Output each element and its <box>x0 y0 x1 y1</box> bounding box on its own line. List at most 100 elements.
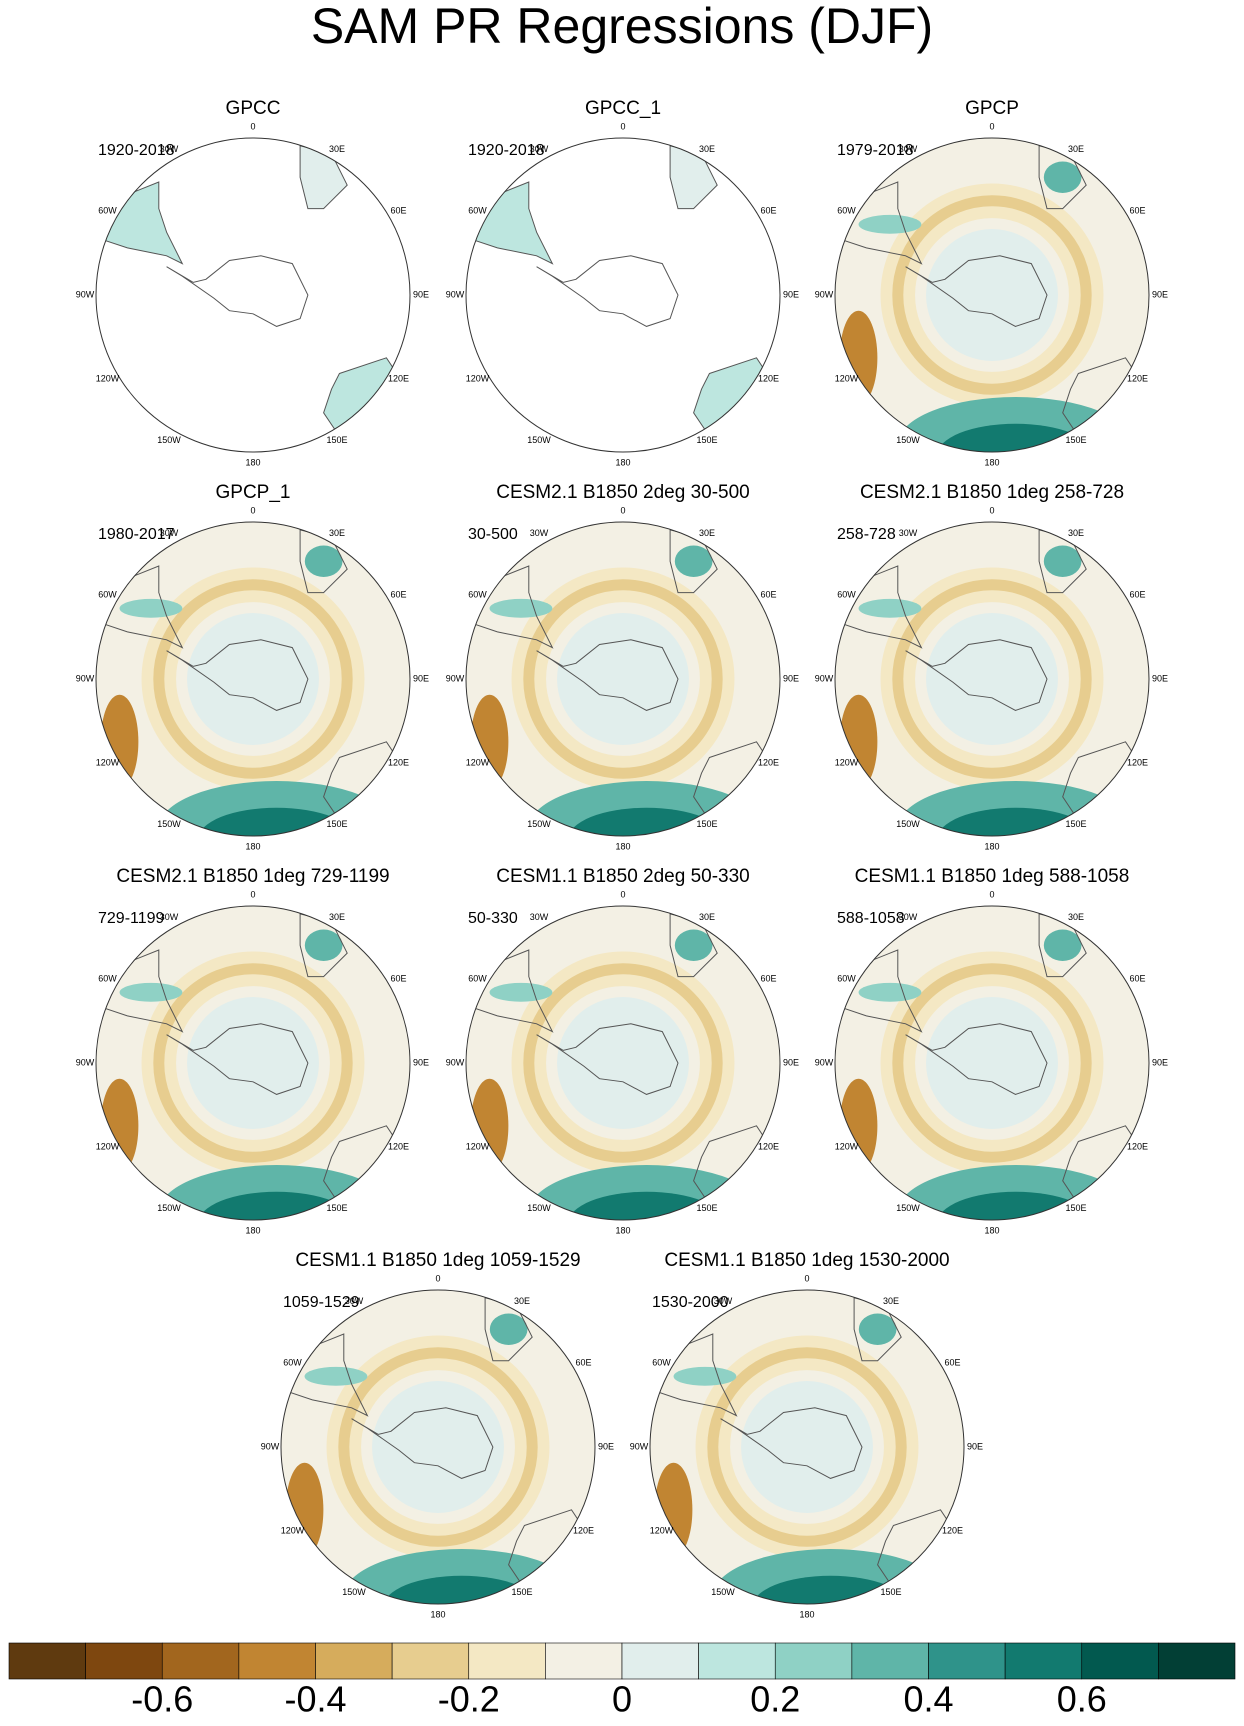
longitude-label: 90E <box>1152 673 1168 683</box>
panel-title: GPCC <box>226 98 281 119</box>
field-patch <box>119 982 183 1002</box>
longitude-label: 0 <box>250 121 255 131</box>
longitude-label: 30E <box>699 528 715 538</box>
map-background <box>466 138 780 452</box>
field-patch <box>858 1313 897 1345</box>
colorbar-box <box>8 1642 86 1680</box>
longitude-label: 150E <box>1065 819 1086 829</box>
colorbar-tick-label: 0.6 <box>1057 1679 1107 1720</box>
panel-period: 1530-2000 <box>652 1294 729 1311</box>
field-ring <box>892 579 1092 779</box>
field-core <box>926 229 1058 361</box>
field-core <box>741 1381 873 1513</box>
longitude-label: 60W <box>837 973 856 983</box>
coastline <box>905 255 1048 327</box>
longitude-label: 90E <box>413 1057 429 1067</box>
colorbar-tick-label: -0.4 <box>284 1679 346 1720</box>
panel-title: CESM2.1 B1850 1deg 258-728 <box>860 482 1124 503</box>
longitude-label: 180 <box>984 457 999 467</box>
field-ring <box>523 963 723 1163</box>
longitude-label: 90W <box>446 673 465 683</box>
coastline <box>536 1023 679 1095</box>
longitude-label: 120W <box>466 757 490 767</box>
field-patch <box>674 545 713 577</box>
colorbar-box <box>468 1642 546 1680</box>
map-border <box>465 137 781 453</box>
figure-title: SAM PR Regressions (DJF) <box>311 0 933 54</box>
map-panel: CESM1.1 B1850 1deg 1530-2000 1530-2000 0 30… <box>630 1250 983 1619</box>
longitude-label: 120W <box>466 1141 490 1151</box>
field-patch <box>489 982 553 1002</box>
colorbar-box <box>774 1642 853 1680</box>
map-border <box>834 905 1150 1221</box>
longitude-label: 120W <box>466 373 490 383</box>
longitude-label: 90W <box>76 289 95 299</box>
panel-period: 30-500 <box>468 526 518 543</box>
panel-period: 588-1058 <box>837 910 905 927</box>
longitude-label: 0 <box>620 505 625 515</box>
longitude-label: 30E <box>1068 144 1084 154</box>
colorbar-box <box>1158 1642 1236 1680</box>
field-core <box>187 613 319 745</box>
field-core <box>557 997 689 1129</box>
map-border <box>95 521 411 837</box>
longitude-label: 90E <box>598 1441 614 1451</box>
field-patch <box>937 807 1095 836</box>
field-patch <box>1043 161 1082 193</box>
longitude-label: 120E <box>1127 373 1148 383</box>
field-patch <box>489 1313 528 1345</box>
longitude-label: 150E <box>696 435 717 445</box>
longitude-label: 30W <box>160 144 179 154</box>
field-patch <box>323 357 403 437</box>
map-border <box>834 521 1150 837</box>
longitude-label: 120W <box>835 1141 859 1151</box>
field-core <box>926 997 1058 1129</box>
field-ring <box>892 195 1092 395</box>
longitude-label: 90W <box>815 1057 834 1067</box>
panel-title: CESM1.1 B1850 2deg 50-330 <box>496 866 750 887</box>
field-patch <box>119 598 183 618</box>
longitude-label: 0 <box>989 505 994 515</box>
longitude-label: 30W <box>899 912 918 922</box>
map-panel: GPCC 1920-2018 0 30E 60E 90E 120E 150E 180 150W 12… <box>76 98 429 467</box>
field-patch <box>383 1575 541 1604</box>
map-field <box>466 522 780 836</box>
field-patch <box>304 545 343 577</box>
longitude-label: 180 <box>430 1609 445 1619</box>
map-panel: GPCC_1 1920-2018 0 30E 60E 90E 120E 150E 180 150W… <box>446 98 799 467</box>
longitude-label: 30E <box>329 144 345 154</box>
longitude-label: 120E <box>942 1525 963 1535</box>
field-ring <box>153 963 353 1163</box>
longitude-label: 120E <box>388 373 409 383</box>
field-patch <box>654 1462 693 1557</box>
panel-title: CESM1.1 B1850 1deg 588-1058 <box>855 866 1130 887</box>
field-ring <box>338 1347 538 1547</box>
field-patch <box>100 1078 139 1173</box>
map-panel: CESM1.1 B1850 2deg 50-330 50-330 0 30E 60E 90… <box>446 866 799 1235</box>
colorbar-box <box>315 1642 393 1680</box>
longitude-label: 60E <box>390 205 406 215</box>
longitude-label: 150W <box>896 1203 920 1213</box>
longitude-label: 30E <box>699 144 715 154</box>
colorbar-tick-label: -0.2 <box>438 1679 500 1720</box>
longitude-label: 90W <box>261 1441 280 1451</box>
longitude-label: 180 <box>984 841 999 851</box>
longitude-label: 180 <box>615 841 630 851</box>
map-panel: GPCP_1 1980-2017 0 30E 60E 90E 120E 150E 180 150W… <box>76 482 429 851</box>
field-core <box>926 613 1058 745</box>
colorbar-box <box>621 1642 699 1680</box>
longitude-label: 150E <box>1065 1203 1086 1213</box>
panel-title: CESM2.1 B1850 1deg 729-1199 <box>116 866 389 887</box>
map-border <box>280 1289 596 1605</box>
longitude-label: 120W <box>835 373 859 383</box>
field-patch <box>568 807 726 836</box>
longitude-label: 150W <box>896 819 920 829</box>
longitude-label: 150E <box>511 1587 532 1597</box>
longitude-label: 120E <box>1127 1141 1148 1151</box>
colorbar-box <box>85 1642 163 1680</box>
panel-title: GPCC_1 <box>585 98 661 119</box>
field-patch <box>1043 929 1082 961</box>
longitude-label: 120W <box>96 373 120 383</box>
longitude-label: 60E <box>760 973 776 983</box>
longitude-label: 150W <box>527 435 551 445</box>
